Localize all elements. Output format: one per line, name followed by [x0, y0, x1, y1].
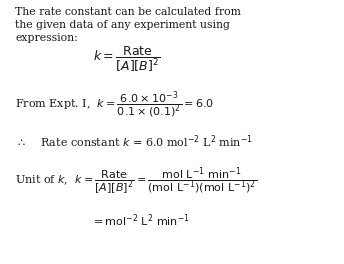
Text: From Expt. I,  $k = \dfrac{6.0\times10^{-3}}{0.1\times(0.1)^2} = 6.0$: From Expt. I, $k = \dfrac{6.0\times10^{-…	[15, 89, 215, 120]
Text: $= \mathrm{mol}^{-2}\mathrm{\ L}^2\mathrm{\ min}^{-1}$: $= \mathrm{mol}^{-2}\mathrm{\ L}^2\mathr…	[91, 212, 190, 229]
Text: the given data of any experiment using: the given data of any experiment using	[15, 20, 230, 30]
Text: expression:: expression:	[15, 33, 78, 43]
Text: $k = \dfrac{\mathrm{Rate}}{[A][B]^2}$: $k = \dfrac{\mathrm{Rate}}{[A][B]^2}$	[93, 45, 160, 74]
Text: Unit of $k$,  $k = \dfrac{\mathrm{Rate}}{[A][B]^2} = \dfrac{\mathrm{mol\ L}^{-1}: Unit of $k$, $k = \dfrac{\mathrm{Rate}}{…	[15, 165, 258, 197]
Text: $\therefore$    Rate constant $k$ = 6.0 mol$^{-2}$ L$^2$ min$^{-1}$: $\therefore$ Rate constant $k$ = 6.0 mol…	[15, 133, 254, 149]
Text: The rate constant can be calculated from: The rate constant can be calculated from	[15, 7, 241, 17]
